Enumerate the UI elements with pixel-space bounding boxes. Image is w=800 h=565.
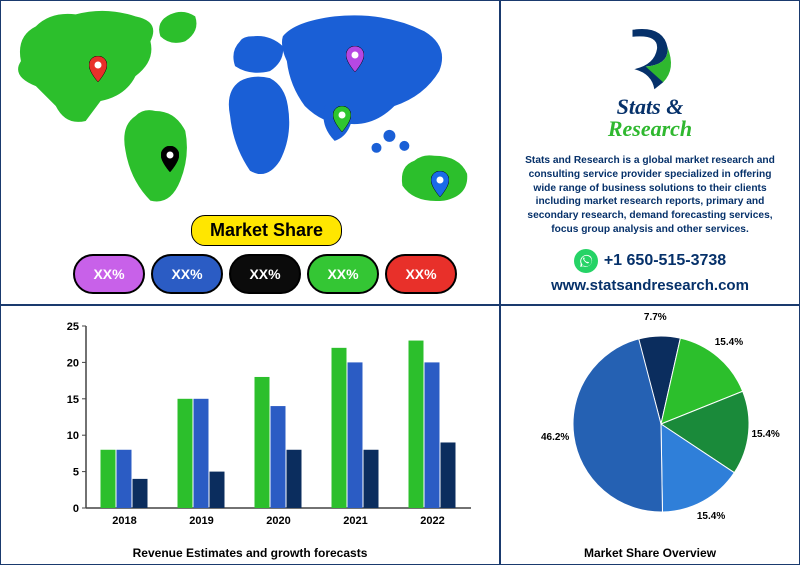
pie-slice-label: 15.4% xyxy=(697,511,725,522)
market-share-pill: XX% xyxy=(73,254,145,294)
svg-text:25: 25 xyxy=(67,321,79,333)
pin-asia-central xyxy=(346,46,364,72)
svg-text:2022: 2022 xyxy=(420,515,444,527)
market-share-pill: XX% xyxy=(385,254,457,294)
company-description: Stats and Research is a global market re… xyxy=(524,154,776,237)
company-logo xyxy=(615,21,685,91)
svg-text:2019: 2019 xyxy=(189,515,213,527)
pin-sa xyxy=(161,146,179,172)
svg-text:10: 10 xyxy=(67,430,79,442)
company-panel: Stats & Research Stats and Research is a… xyxy=(500,0,800,305)
map-panel: Market Share XX%XX%XX%XX%XX% xyxy=(0,0,500,305)
phone-row[interactable]: +1 650-515-3738 xyxy=(516,249,784,273)
pin-india xyxy=(333,106,351,132)
pie-slice-label: 15.4% xyxy=(751,429,779,440)
svg-text:2020: 2020 xyxy=(266,515,290,527)
bar-chart-title: Revenue Estimates and growth forecasts xyxy=(1,546,499,560)
pie-slice-label: 46.2% xyxy=(541,432,569,443)
pie-slice-label: 7.7% xyxy=(644,312,667,323)
pin-au xyxy=(431,171,449,197)
pie-chart-title: Market Share Overview xyxy=(501,546,799,560)
svg-text:15: 15 xyxy=(67,394,79,406)
bar-chart-panel: 0 5 10 15 20 25 2018 2019 2020 2021 2022 Revenue E… xyxy=(0,305,500,565)
svg-text:2021: 2021 xyxy=(343,515,367,527)
bar-chart: 0 5 10 15 20 25 2018 2019 2020 2021 2022 xyxy=(51,316,481,536)
pie-chart xyxy=(501,306,800,536)
market-share-pill: XX% xyxy=(307,254,379,294)
svg-text:5: 5 xyxy=(73,467,79,479)
pie-slice-label: 15.4% xyxy=(715,337,743,348)
website-link[interactable]: www.statsandresearch.com xyxy=(516,277,784,294)
svg-text:2018: 2018 xyxy=(112,515,136,527)
market-share-label: Market Share xyxy=(191,215,342,246)
pie-chart-panel: 7.7% 15.4% 15.4% 15.4% 46.2% Market Share Ov… xyxy=(500,305,800,565)
market-share-pill: XX% xyxy=(151,254,223,294)
market-share-pills: XX%XX%XX%XX%XX% xyxy=(73,254,457,294)
whatsapp-icon xyxy=(574,249,598,273)
phone-number: +1 650-515-3738 xyxy=(604,252,726,270)
svg-text:20: 20 xyxy=(67,357,79,369)
pin-na xyxy=(89,56,107,82)
svg-text:0: 0 xyxy=(73,503,79,515)
brand-name: Stats & Research xyxy=(516,96,784,140)
world-map xyxy=(6,6,494,206)
market-share-pill: XX% xyxy=(229,254,301,294)
